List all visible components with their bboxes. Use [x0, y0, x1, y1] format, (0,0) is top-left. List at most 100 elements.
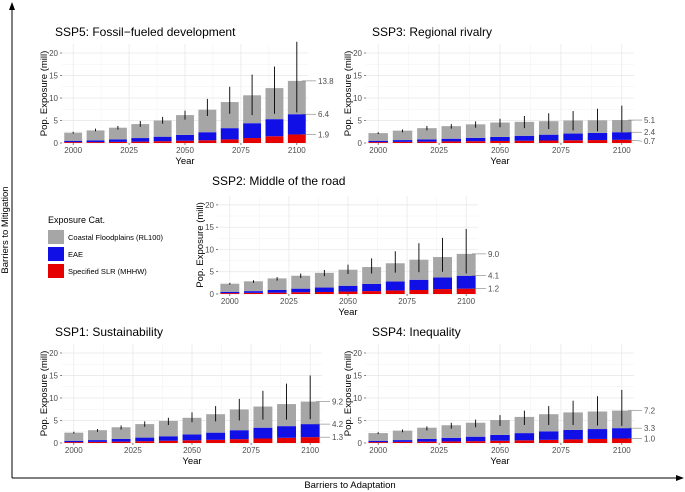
- end-value-label: 6.4: [318, 110, 330, 119]
- end-value-label: 3.3: [644, 424, 656, 433]
- legend-swatch-floodplains: [48, 230, 64, 244]
- bar-eae-2040: [465, 436, 486, 442]
- legend-swatch-slr: [48, 264, 64, 278]
- x-axis-title: Year: [338, 307, 357, 318]
- end-value-label: 9.0: [488, 250, 500, 259]
- x-tick-label: 2000: [65, 446, 83, 455]
- y-tick-label: 20: [353, 49, 362, 58]
- bar-specified-slr-mhhw-2020: [111, 441, 131, 443]
- bar-eae-2020: [267, 289, 287, 293]
- end-value-label: 2.4: [644, 128, 656, 137]
- bar-coastal-floodplains-rl100-2020: [267, 278, 287, 290]
- bar-coastal-floodplains-rl100-2060: [198, 109, 217, 133]
- y-tick-label: 10: [49, 394, 58, 403]
- x-tick-label: 2100: [301, 446, 319, 455]
- outer-y-arrowhead: [9, 2, 15, 10]
- bar-eae-2100: [300, 424, 320, 438]
- bar-eae-2090: [265, 119, 284, 137]
- panel-title: SSP4: Inequality: [372, 325, 461, 339]
- legend-label-eae: EAE: [68, 250, 83, 259]
- bar-coastal-floodplains-rl100-2030: [441, 126, 462, 139]
- panels: SSP5: Fossil−fueled development051015202…: [39, 25, 656, 467]
- bar-coastal-floodplains-rl100-2000: [64, 132, 83, 141]
- bar-eae-2070: [385, 281, 405, 291]
- y-axis-title: Pop. Exposure (mill): [39, 351, 50, 437]
- panel-ssp5: SSP5: Fossil−fueled development051015202…: [39, 25, 334, 167]
- end-value-label: 1.2: [488, 285, 500, 294]
- bar-specified-slr-mhhw-2060: [206, 439, 226, 443]
- bar-coastal-floodplains-rl100-2070: [220, 102, 239, 129]
- panel-ssp3: SSP3: Regional rivalry 0 5 10 15 20 2000 2025 20…: [343, 25, 656, 167]
- bar-eae-2050: [182, 434, 202, 441]
- bar-eae-2050: [490, 434, 510, 441]
- x-tick-label: 2000: [369, 446, 387, 455]
- bar-specified-slr-mhhw-2080: [253, 438, 273, 443]
- bar-eae-2070: [229, 430, 249, 440]
- panel-title: SSP3: Regional rivalry: [372, 25, 492, 39]
- bar-specified-slr-mhhw-2070: [220, 139, 239, 143]
- bar-specified-slr-mhhw-2010: [86, 142, 105, 143]
- end-value-label: 13.8: [318, 77, 334, 86]
- bar-eae-2030: [441, 437, 462, 442]
- bar-coastal-floodplains-rl100-2010: [88, 430, 107, 441]
- x-tick-label: 2025: [430, 446, 448, 455]
- bar-eae-2030: [441, 138, 462, 142]
- bar-specified-slr-mhhw-2060: [198, 140, 217, 143]
- bar-specified-slr-mhhw-2100: [612, 438, 632, 443]
- bar-specified-slr-mhhw-2010: [88, 441, 107, 443]
- bar-specified-slr-mhhw-2070: [229, 439, 249, 443]
- bar-eae-2040: [153, 136, 172, 142]
- bar-specified-slr-mhhw-2010: [392, 141, 413, 143]
- bar-coastal-floodplains-rl100-2060: [362, 267, 382, 284]
- bar-eae-2100: [612, 132, 632, 140]
- y-tick-label: 5: [54, 117, 59, 126]
- bar-specified-slr-mhhw-2040: [314, 291, 334, 294]
- bar-coastal-floodplains-rl100-2000: [220, 283, 240, 292]
- y-tick-label: 15: [49, 372, 58, 381]
- x-axis-title: Year: [182, 456, 201, 467]
- bar-specified-slr-mhhw-2000: [368, 442, 388, 443]
- bar-eae-2000: [368, 440, 388, 443]
- bar-coastal-floodplains-rl100-2030: [131, 124, 150, 139]
- bar-eae-2100: [456, 275, 476, 289]
- y-tick-label: 20: [353, 349, 362, 358]
- x-tick-label: 2100: [288, 146, 306, 155]
- bar-specified-slr-mhhw-2040: [153, 141, 172, 143]
- bar-specified-slr-mhhw-2060: [514, 440, 535, 443]
- bar-eae-2080: [563, 429, 583, 440]
- y-tick-label: 0: [54, 439, 59, 448]
- bar-eae-2020: [417, 438, 437, 442]
- bar-specified-slr-mhhw-2080: [563, 140, 583, 143]
- bar-specified-slr-mhhw-2030: [441, 141, 462, 143]
- bar-specified-slr-mhhw-2060: [514, 140, 535, 143]
- panel-ssp4: SSP4: Inequality 0 5 10 15 20 2000 2025 2050 2075…: [343, 325, 656, 467]
- panel-ssp2: SSP2: Middle of the road 0 5 10 15 20 2000 2025…: [195, 174, 500, 318]
- end-value-label: 4.1: [488, 272, 500, 281]
- bar-specified-slr-mhhw-2080: [563, 439, 583, 443]
- end-value-label: 9.2: [332, 398, 344, 407]
- x-axis-title: Year: [175, 156, 194, 167]
- bar-specified-slr-mhhw-2020: [108, 141, 127, 143]
- outer-y-label: Barriers to Mitigation: [0, 186, 11, 273]
- bar-coastal-floodplains-rl100-2020: [108, 127, 127, 140]
- legend-title: Exposure Cat.: [48, 215, 105, 225]
- bar-eae-2070: [538, 134, 559, 141]
- y-tick-label: 10: [205, 245, 214, 254]
- bar-eae-2080: [563, 133, 583, 141]
- bar-eae-2040: [158, 436, 178, 441]
- bar-coastal-floodplains-rl100-2050: [490, 122, 510, 137]
- bar-coastal-floodplains-rl100-2050: [176, 115, 194, 135]
- bar-eae-2010: [86, 140, 105, 143]
- bar-specified-slr-mhhw-2080: [409, 289, 429, 294]
- bar-eae-2080: [243, 123, 262, 139]
- bar-specified-slr-mhhw-2050: [182, 440, 202, 443]
- bar-eae-2100: [287, 114, 306, 135]
- end-value-label: 5.1: [644, 116, 656, 125]
- x-tick-label: 2000: [221, 297, 239, 306]
- bar-eae-2100: [612, 428, 632, 439]
- bar-specified-slr-mhhw-2100: [300, 437, 320, 443]
- bar-coastal-floodplains-rl100-2010: [86, 130, 105, 141]
- bar-coastal-floodplains-rl100-2020: [417, 427, 437, 439]
- x-tick-label: 2050: [491, 146, 509, 155]
- bar-eae-2000: [220, 291, 240, 294]
